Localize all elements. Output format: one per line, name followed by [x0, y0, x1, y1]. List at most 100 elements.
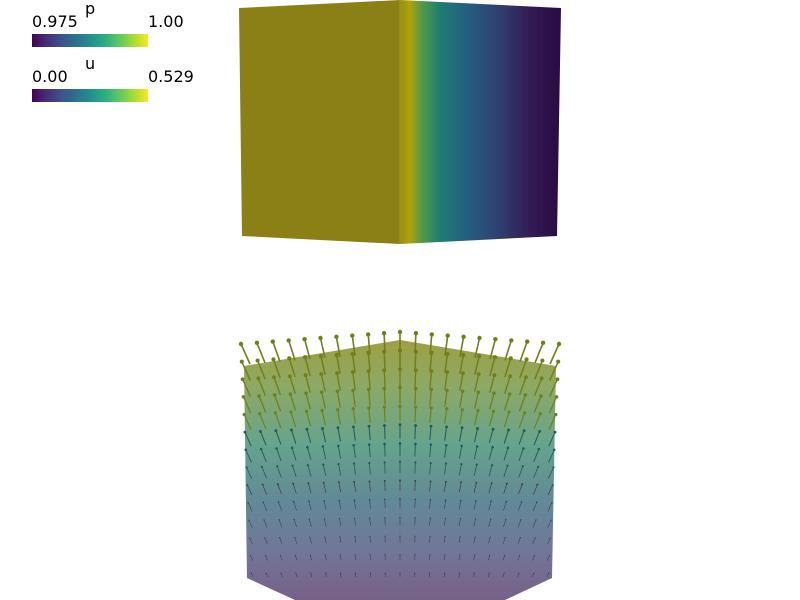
velocity-glyph [429, 352, 433, 372]
velocity-glyph [354, 536, 357, 543]
velocity-glyph [322, 464, 327, 477]
velocity-glyph [503, 393, 511, 411]
velocity-glyph-head [259, 447, 263, 451]
velocity-glyph [265, 555, 268, 561]
velocity-glyph-head [399, 554, 401, 556]
velocity-glyph [310, 555, 312, 561]
velocity-glyph [247, 484, 253, 496]
velocity-glyph-head [319, 372, 324, 377]
velocity-glyph-head [445, 407, 449, 411]
velocity-glyph [429, 444, 432, 458]
velocity-glyph [265, 573, 268, 578]
velocity-glyph [458, 573, 460, 578]
velocity-glyph [443, 536, 446, 543]
velocity-glyph [518, 430, 525, 445]
velocity-glyph-head [445, 333, 450, 338]
velocity-glyph-head [369, 535, 371, 538]
velocity-glyph [429, 426, 432, 441]
velocity-glyph [369, 536, 371, 543]
velocity-glyph [245, 449, 252, 463]
velocity-glyph-head [350, 333, 355, 338]
velocity-glyph [260, 448, 267, 462]
velocity-glyph-head [554, 395, 559, 399]
velocity-glyph-head [306, 445, 309, 449]
velocity-glyph-head [488, 572, 490, 574]
velocity-glyph-head [552, 448, 556, 452]
velocity-glyph-head [548, 572, 550, 574]
velocity-glyph-head [254, 340, 260, 345]
velocity-glyph [488, 429, 494, 444]
velocity-glyph [414, 388, 417, 405]
velocity-glyph-head [292, 482, 295, 485]
velocity-glyph [518, 448, 524, 462]
velocity-glyph [414, 462, 416, 474]
velocity-glyph-head [398, 385, 402, 390]
velocity-glyph-head [520, 519, 522, 521]
velocity-glyph [488, 555, 490, 561]
velocity-glyph-head [490, 464, 494, 467]
velocity-glyph-head [263, 519, 265, 521]
velocity-glyph-head [238, 341, 244, 347]
velocity-glyph-head [461, 334, 466, 339]
velocity-glyph-head [413, 386, 418, 391]
velocity-glyph-head [489, 518, 492, 520]
velocity-glyph-head [445, 370, 450, 375]
velocity-glyph [518, 412, 526, 429]
velocity-glyph-head [249, 537, 251, 539]
velocity-glyph-head [352, 425, 355, 429]
velocity-glyph [474, 392, 479, 409]
pressure-cube [239, 0, 561, 244]
velocity-glyph-head [289, 410, 293, 414]
velocity-glyph [295, 555, 298, 561]
velocity-glyph-head [429, 461, 432, 465]
velocity-glyph-head [460, 389, 465, 394]
velocity-glyph [338, 482, 342, 493]
velocity-glyph [338, 500, 342, 510]
velocity-glyph [354, 554, 357, 561]
velocity-glyph-head [539, 394, 543, 398]
velocity-glyph-head [323, 518, 326, 520]
velocity-glyph-head [369, 517, 371, 519]
velocity-glyph-head [335, 371, 339, 376]
velocity-glyph-head [429, 406, 433, 410]
scalar-bar-p-colorbar [32, 34, 148, 47]
velocity-glyph [248, 520, 253, 528]
velocity-glyph [319, 337, 326, 359]
velocity-glyph [354, 500, 356, 509]
velocity-glyph [337, 445, 342, 459]
scalar-bar-u: u 0.00 0.529 [0, 55, 200, 110]
velocity-glyph-head [334, 334, 339, 339]
velocity-glyph [458, 518, 461, 527]
velocity-glyph-head [275, 447, 278, 450]
velocity-glyph [242, 396, 252, 414]
velocity-glyph-head [308, 518, 311, 520]
velocity-glyph-head [399, 516, 401, 519]
velocity-glyph-head [522, 429, 526, 433]
velocity-glyph-head [351, 388, 355, 393]
velocity-glyph-head [259, 429, 262, 433]
velocity-glyph [532, 502, 537, 512]
velocity-glyph-head [350, 351, 355, 356]
velocity-glyph [292, 465, 297, 478]
velocity-glyph [277, 484, 282, 495]
velocity-glyph [517, 555, 520, 561]
velocity-glyph [503, 465, 508, 478]
velocity-glyph [444, 463, 447, 475]
velocity-glyph [444, 390, 448, 407]
velocity-glyph-head [257, 394, 261, 398]
velocity-glyph [256, 342, 266, 364]
velocity-glyph-head [444, 480, 447, 483]
velocity-glyph-head [367, 424, 371, 428]
velocity-glyph-head [429, 572, 431, 574]
velocity-glyph-head [247, 501, 249, 504]
velocity-glyph-head [383, 479, 386, 482]
velocity-glyph-head [337, 444, 340, 448]
velocity-glyph-head [414, 479, 417, 482]
velocity-glyph-head [399, 535, 401, 537]
velocity-glyph-head [308, 500, 310, 503]
velocity-glyph [534, 342, 544, 364]
velocity-glyph-head [354, 572, 356, 574]
velocity-glyph-head [534, 537, 536, 539]
velocity-glyph-head [519, 554, 521, 556]
